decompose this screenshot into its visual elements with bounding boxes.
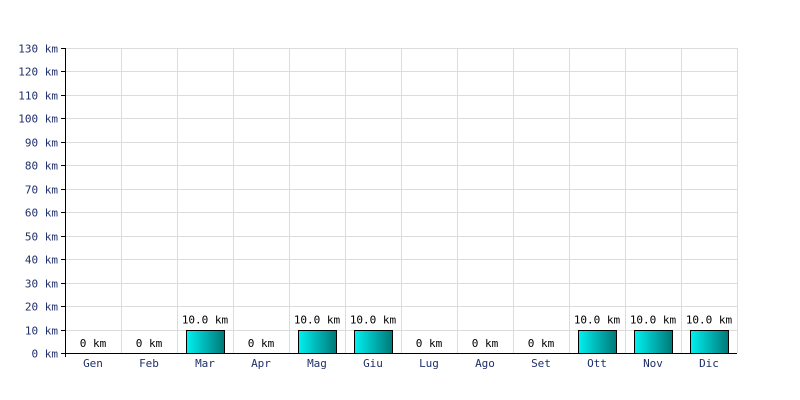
y-tick-label: 130 km xyxy=(18,43,58,56)
x-tick-label: Lug xyxy=(419,357,439,370)
x-tick-label: Ott xyxy=(587,357,607,370)
data-label: 0 km xyxy=(416,337,443,350)
x-axis-ticks: Gen Feb Mar Apr Mag Giu Lug Ago Set Ott Nov Dic xyxy=(83,357,719,370)
y-tick-label: 100 km xyxy=(18,113,58,126)
y-tick-label: 90 km xyxy=(25,137,58,150)
y-tick-label: 50 km xyxy=(25,231,58,244)
x-tick-label: Mar xyxy=(195,357,215,370)
data-label: 0 km xyxy=(80,337,107,350)
bar-ott xyxy=(578,330,617,354)
data-label: 10.0 km xyxy=(574,314,621,327)
data-label: 0 km xyxy=(472,337,499,350)
data-label: 0 km xyxy=(528,337,555,350)
bar-giu xyxy=(354,330,393,354)
y-tick-label: 30 km xyxy=(25,278,58,291)
grid-lines xyxy=(65,48,738,353)
y-tick-label: 10 km xyxy=(25,325,58,338)
y-tick-label: 80 km xyxy=(25,160,58,173)
data-label: 10.0 km xyxy=(630,314,677,327)
x-tick-label: Mag xyxy=(307,357,327,370)
x-tick-label: Ago xyxy=(475,357,495,370)
bar-mag xyxy=(298,330,337,354)
y-axis-ticks: 0 km 10 km 20 km 30 km 40 km 50 km 60 km 70 km 8… xyxy=(18,43,65,361)
y-tick-label: 40 km xyxy=(25,254,58,267)
bar-mar xyxy=(186,330,225,354)
bar-nov xyxy=(634,330,673,354)
data-labels: 0 km 0 km 10.0 km 0 km 10.0 km 10.0 km 0 km 0 k… xyxy=(80,314,733,350)
data-label: 0 km xyxy=(136,337,163,350)
bar-dic xyxy=(690,330,729,354)
data-label: 10.0 km xyxy=(350,314,397,327)
data-label: 10.0 km xyxy=(686,314,733,327)
x-tick-label: Giu xyxy=(363,357,383,370)
axes xyxy=(61,48,737,357)
y-tick-label: 20 km xyxy=(25,301,58,314)
x-tick-label: Feb xyxy=(139,357,159,370)
x-tick-label: Dic xyxy=(699,357,719,370)
y-tick-label: 120 km xyxy=(18,66,58,79)
y-tick-label: 110 km xyxy=(18,90,58,103)
x-tick-label: Set xyxy=(531,357,551,370)
x-tick-label: Apr xyxy=(251,357,271,370)
y-tick-label: 0 km xyxy=(32,348,59,361)
x-tick-label: Nov xyxy=(643,357,663,370)
data-label: 10.0 km xyxy=(182,314,229,327)
data-label: 0 km xyxy=(248,337,275,350)
data-label: 10.0 km xyxy=(294,314,341,327)
y-tick-label: 70 km xyxy=(25,184,58,197)
y-tick-label: 60 km xyxy=(25,207,58,220)
bars xyxy=(186,330,729,354)
x-tick-label: Gen xyxy=(83,357,103,370)
